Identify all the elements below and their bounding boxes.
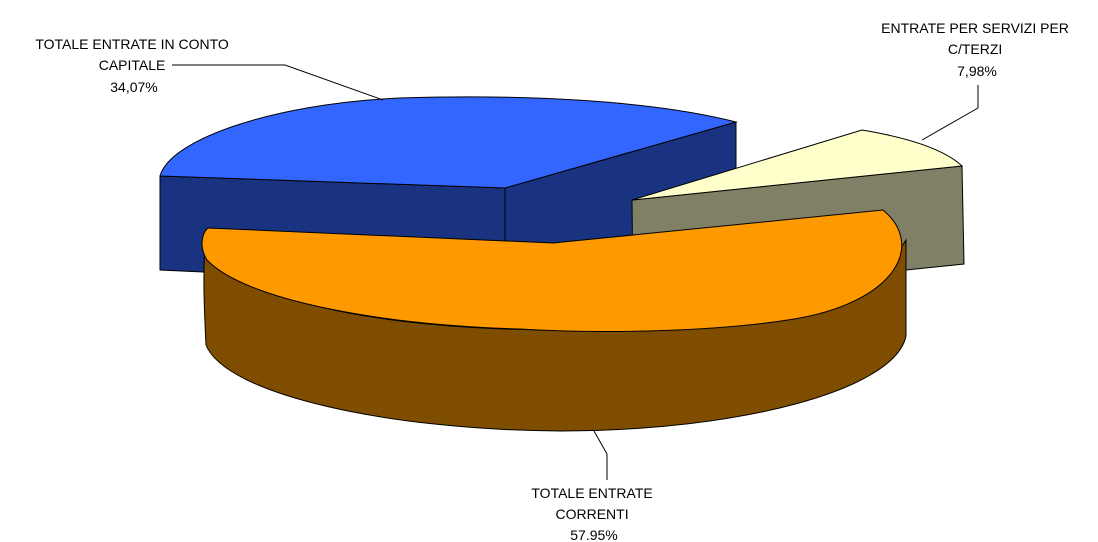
label-conto-capitale: TOTALE ENTRATE IN CONTO CAPITALE 34,07%: [35, 36, 232, 95]
slice-correnti: [201, 209, 907, 432]
label-conto-capitale-value: 34,07%: [110, 79, 157, 95]
label-servizi-terzi-line2: C/TERZI: [948, 41, 1002, 57]
slice-servizi-terzi-top: [631, 129, 964, 201]
label-conto-capitale-line1: TOTALE ENTRATE IN CONTO: [35, 36, 229, 52]
leader-line-correnti: [593, 430, 608, 480]
label-correnti-value: 57.95%: [570, 527, 617, 542]
label-servizi-terzi-value: 7,98%: [957, 63, 997, 79]
slice-correnti-side: [203, 238, 907, 432]
leader-line-conto-capitale: [172, 64, 384, 101]
label-correnti-line1: TOTALE ENTRATE: [531, 485, 652, 501]
label-conto-capitale-line2: CAPITALE: [99, 57, 166, 73]
label-correnti: TOTALE ENTRATE CORRENTI 57.95%: [531, 485, 656, 542]
leader-line-servizi-terzi: [921, 85, 979, 141]
slice-correnti-top: [201, 209, 903, 332]
label-servizi-terzi-line1: ENTRATE PER SERVIZI PER: [881, 20, 1069, 36]
slice-conto-capitale-top: [159, 96, 738, 189]
label-servizi-terzi: ENTRATE PER SERVIZI PER C/TERZI 7,98%: [881, 20, 1073, 79]
label-correnti-line2: CORRENTI: [555, 506, 628, 522]
